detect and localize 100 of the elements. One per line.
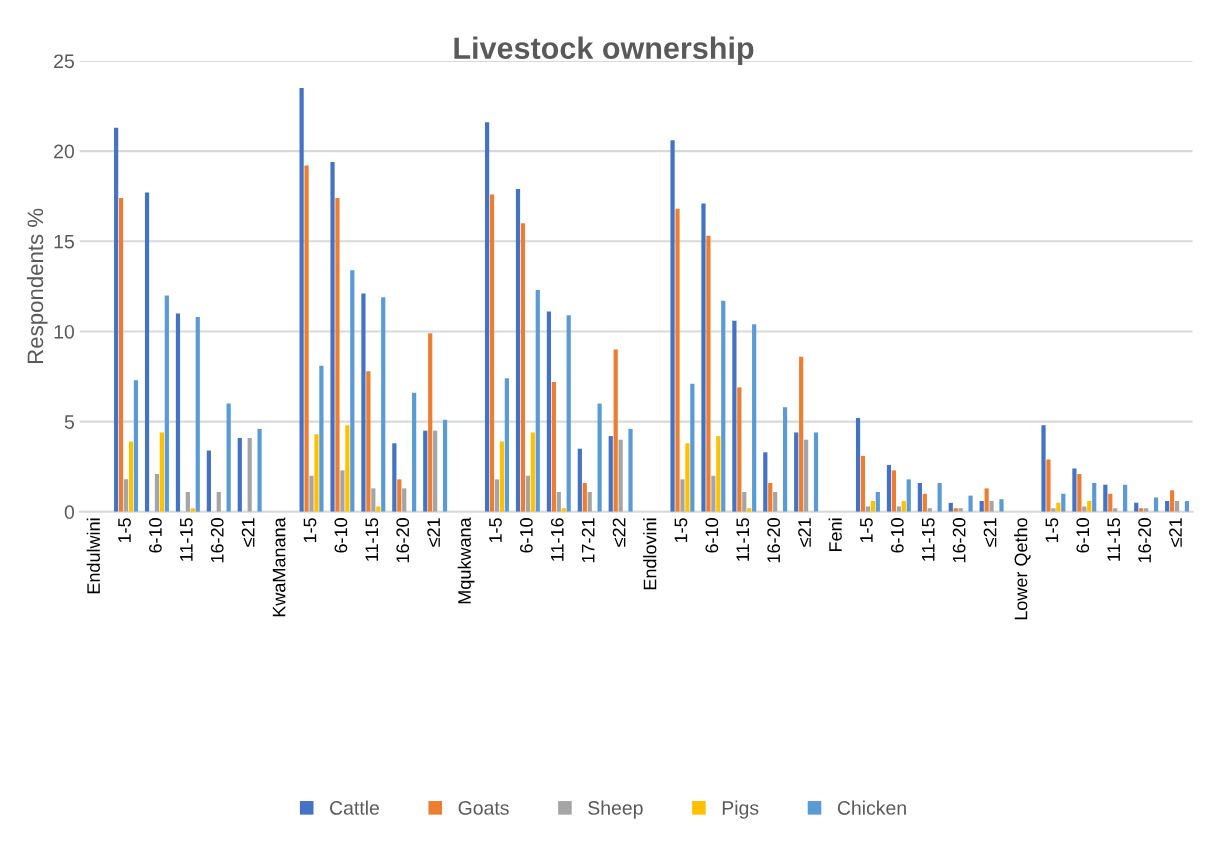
x-tick-label: Endulwini: [86, 518, 100, 594]
bar: [216, 491, 221, 512]
bar: [551, 381, 556, 512]
bar: [690, 383, 695, 512]
bar: [768, 482, 773, 512]
x-tick-label: 1-5: [860, 518, 873, 543]
bar: [556, 491, 561, 512]
bar: [428, 333, 433, 512]
bar: [159, 432, 164, 512]
x-tick-label: 1-5: [118, 518, 131, 543]
bar: [546, 311, 552, 512]
bar: [525, 475, 530, 512]
bar: [299, 87, 304, 512]
bar: [618, 439, 623, 512]
x-tick-label: 6-10: [890, 518, 904, 553]
bar: [855, 418, 861, 512]
bar: [670, 140, 675, 512]
bar: [685, 443, 690, 512]
bar: [706, 235, 711, 512]
x-tick-label: Feni: [828, 518, 842, 552]
bar: [381, 297, 386, 512]
bar: [773, 491, 778, 512]
x-tick-label: 11-15: [1107, 518, 1121, 561]
legend-label: Goats: [458, 801, 509, 815]
bar: [860, 455, 866, 512]
bar: [1077, 473, 1082, 512]
bar: [711, 475, 716, 512]
bar: [133, 380, 139, 512]
x-tick-label: 6-10: [334, 518, 348, 553]
bar: [1103, 484, 1108, 512]
bar: [675, 208, 680, 512]
bar: [175, 313, 181, 512]
bar: [1046, 459, 1051, 512]
bar: [314, 434, 319, 512]
bar: [628, 428, 633, 512]
bar: [366, 371, 371, 512]
bar: [494, 479, 500, 512]
bar: [613, 349, 618, 512]
bar: [335, 197, 340, 512]
bar: [1153, 497, 1159, 512]
x-tick-label: ≤22: [612, 518, 626, 547]
bar: [123, 479, 129, 512]
y-axis-title: Respondents %: [26, 208, 48, 363]
bar: [257, 428, 262, 512]
x-tick-label: 1-5: [489, 518, 502, 543]
y-tick-label: 25: [54, 54, 74, 69]
bar: [577, 448, 582, 512]
bar: [504, 378, 509, 512]
bar: [875, 491, 880, 512]
bar: [1072, 468, 1077, 512]
bar: [535, 289, 540, 512]
bar: [397, 479, 402, 512]
x-tick-label: 11-15: [922, 518, 935, 561]
bar: [1092, 482, 1097, 512]
bar: [1051, 508, 1056, 512]
bar: [392, 443, 397, 512]
bar: [128, 441, 134, 512]
y-tick-label: 15: [54, 234, 74, 249]
bar: [345, 425, 350, 512]
bar: [237, 437, 242, 512]
bar: [989, 501, 994, 512]
bar: [763, 452, 768, 512]
x-tick-label: 16-20: [767, 518, 781, 563]
bar: [520, 223, 526, 512]
bar: [804, 439, 809, 512]
bar: [716, 436, 721, 512]
bar: [813, 432, 819, 512]
x-tick-label: 6-10: [149, 518, 162, 553]
bar: [886, 464, 892, 512]
bar: [319, 365, 324, 512]
bar: [442, 419, 448, 512]
bar: [185, 491, 190, 512]
x-tick-label: ≤21: [983, 518, 997, 547]
bar: [701, 203, 706, 512]
legend-label: Sheep: [588, 800, 643, 819]
x-tick-label: Mqukwana: [457, 517, 475, 604]
x-tick-label: ≤21: [1169, 518, 1182, 547]
bar: [247, 437, 252, 512]
x-tick-label: 6-10: [519, 518, 533, 553]
x-tick-label: 1-5: [674, 518, 688, 543]
bar: [680, 479, 685, 512]
legend-label: Pigs: [722, 800, 759, 819]
bar: [587, 491, 592, 512]
legend-label: Chicken: [837, 800, 906, 815]
bar: [350, 270, 355, 512]
x-tick-label: 1-5: [1045, 518, 1059, 543]
bar: [794, 432, 799, 512]
x-tick-label: 17-21: [581, 518, 595, 563]
bar: [371, 488, 376, 512]
bar: [742, 491, 747, 512]
bar: [737, 387, 742, 512]
y-tick-label: 0: [64, 505, 75, 520]
x-tick-label: ≤21: [241, 518, 255, 547]
x-tick-label: Endlovini: [643, 518, 657, 590]
bar: [917, 482, 922, 512]
x-tick-label: 16-20: [1138, 518, 1151, 563]
bar: [582, 482, 587, 512]
bar: [309, 475, 314, 512]
bar: [144, 192, 150, 512]
bar: [530, 432, 535, 512]
